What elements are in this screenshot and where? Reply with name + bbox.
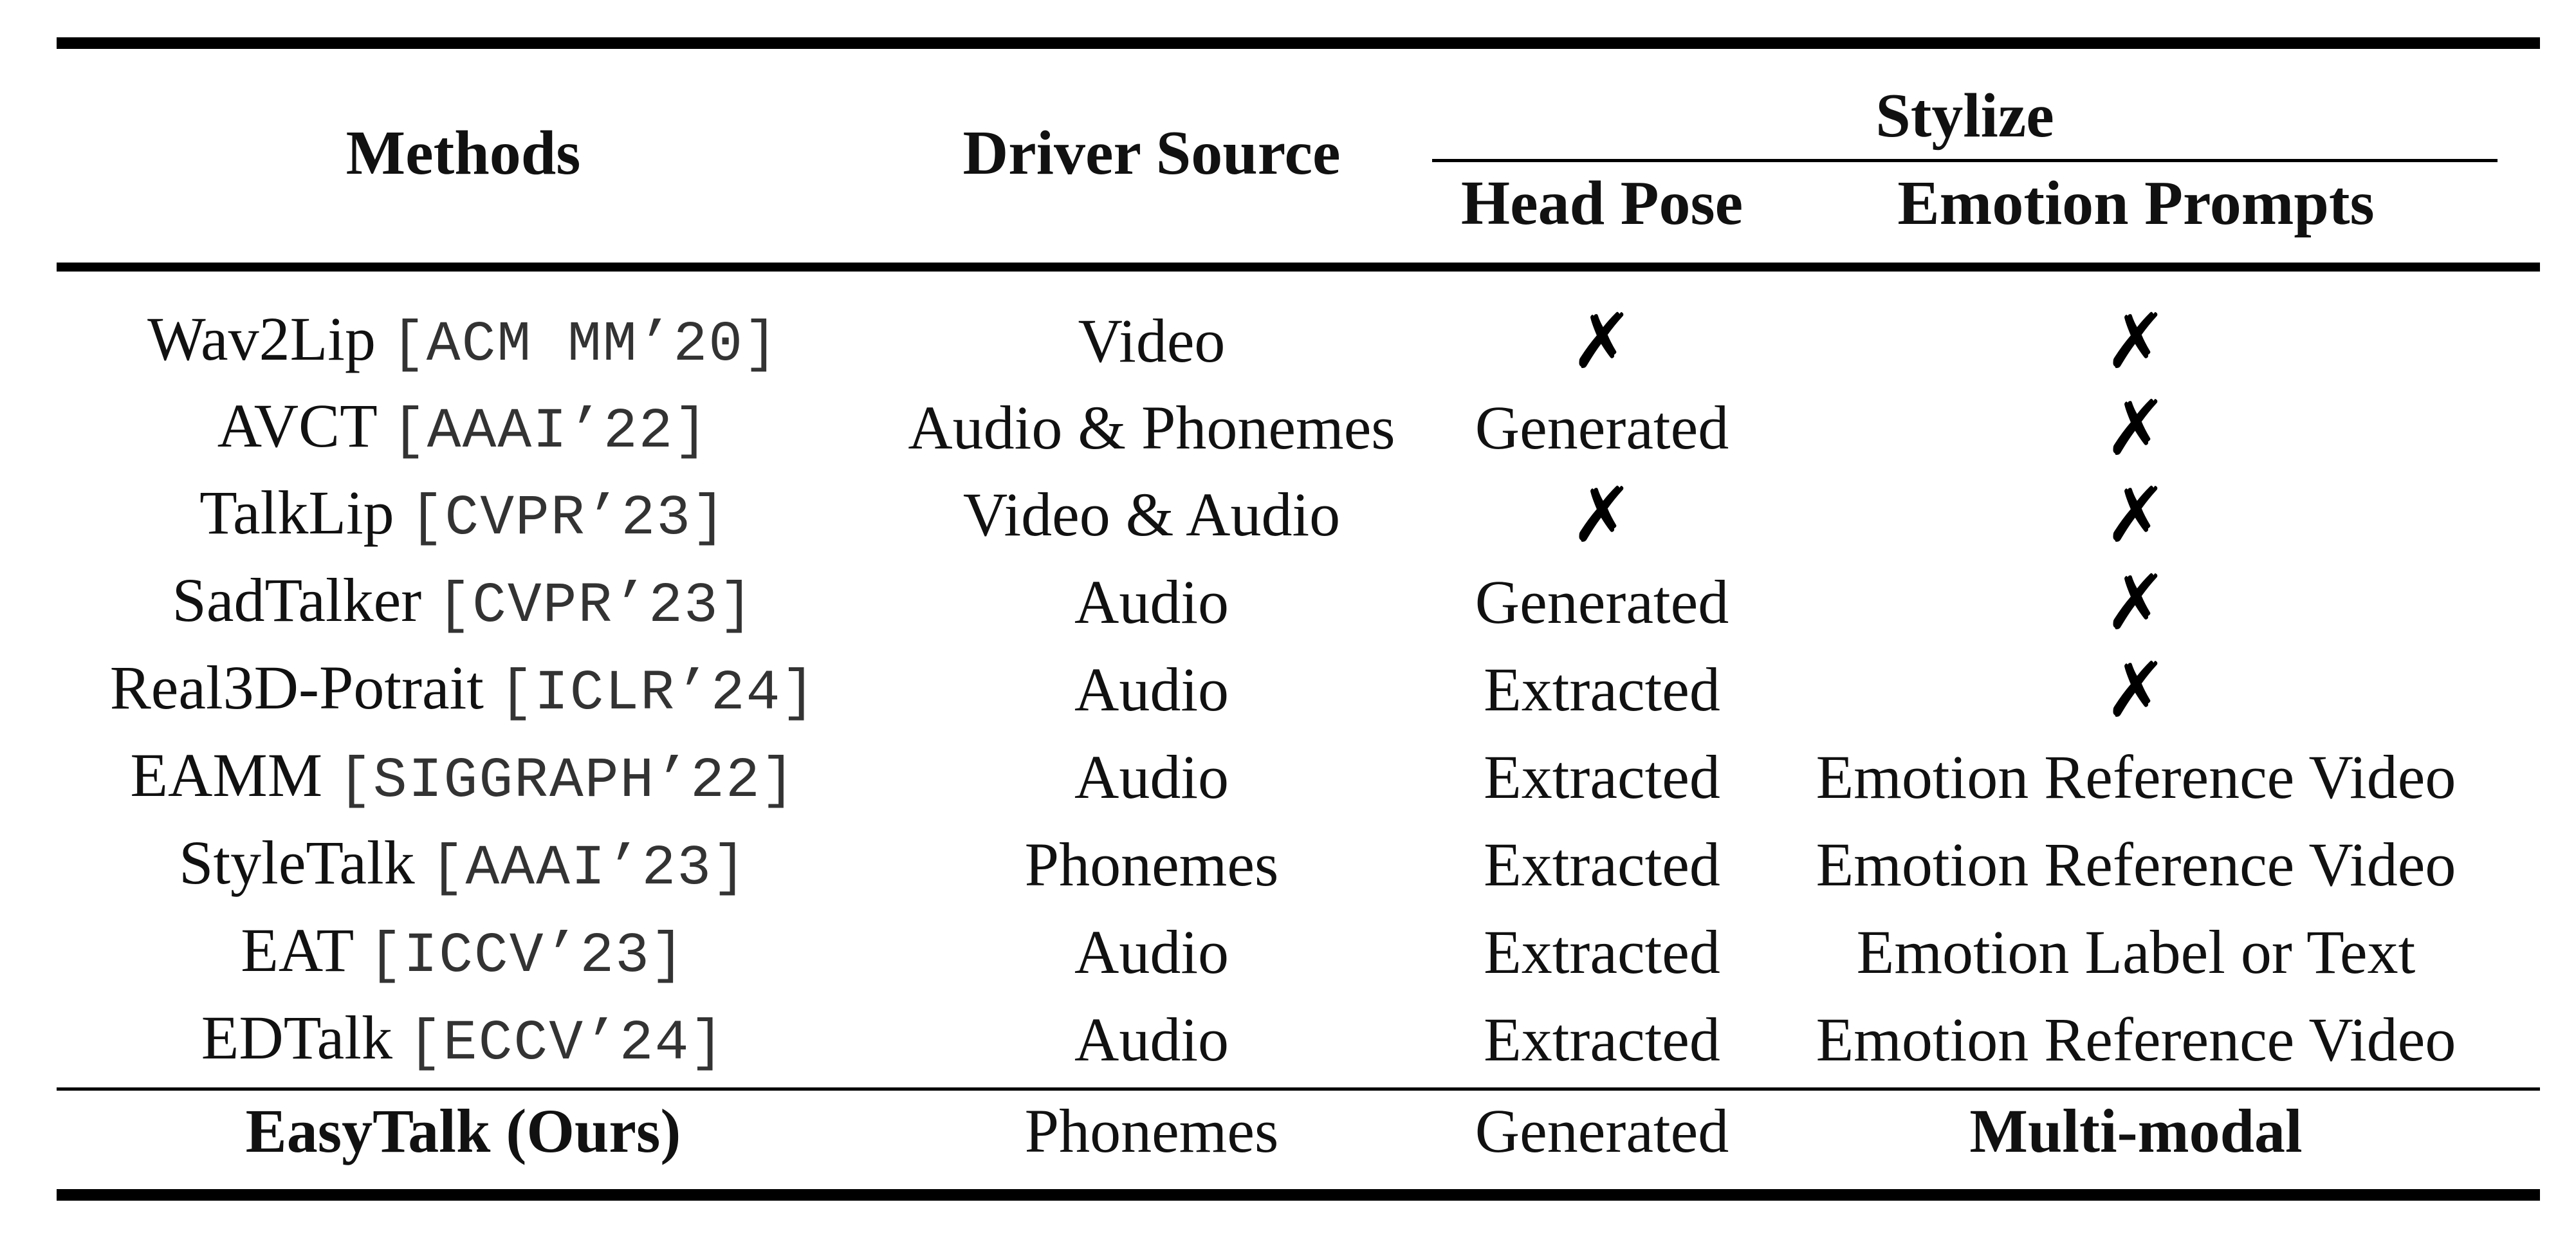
stylize-rule bbox=[1432, 159, 2498, 162]
driver-cell: Video & Audio bbox=[962, 480, 1341, 549]
top-rule bbox=[57, 37, 2540, 49]
driver-cell: Audio bbox=[1074, 918, 1229, 986]
head-pose-cell: Generated bbox=[1475, 1096, 1729, 1165]
venue-citation: [AAAI’22] bbox=[391, 400, 710, 464]
head-pose-cell: Extracted bbox=[1484, 1005, 1720, 1074]
driver-cell: Audio bbox=[1074, 743, 1229, 811]
driver-cell: Phonemes bbox=[1024, 1096, 1279, 1165]
method-name: TalkLip bbox=[199, 478, 394, 547]
emotion-cell: Emotion Label or Text bbox=[1856, 918, 2416, 986]
driver-cell: Audio bbox=[1074, 1005, 1229, 1074]
venue-citation: [ACM MM’20] bbox=[391, 313, 779, 377]
driver-cell: Audio bbox=[1074, 568, 1229, 636]
header-emotion-prompts: Emotion Prompts bbox=[1897, 169, 2375, 238]
method-cell: EasyTalk (Ours) bbox=[245, 1096, 681, 1165]
head-pose-cell: Extracted bbox=[1484, 830, 1720, 899]
method-cell: SadTalker [CVPR’23] bbox=[172, 569, 754, 635]
cross-icon: ✗ bbox=[2104, 297, 2168, 385]
header-stylize: Stylize bbox=[1875, 81, 2054, 151]
venue-citation: [SIGGRAPH’22] bbox=[338, 750, 796, 813]
cross-icon: ✗ bbox=[2104, 558, 2168, 647]
header-rule bbox=[57, 263, 2540, 272]
head-pose-cell: Extracted bbox=[1484, 655, 1720, 724]
cross-icon: ✗ bbox=[1570, 470, 1634, 559]
method-cell: StyleTalk [AAAI’23] bbox=[179, 832, 748, 898]
head-pose-cell: Extracted bbox=[1484, 743, 1720, 811]
emotion-cell: Emotion Reference Video bbox=[1816, 1005, 2456, 1074]
method-name: EAMM bbox=[130, 741, 323, 809]
cross-icon: ✗ bbox=[2104, 470, 2168, 559]
method-cell: EAMM [SIGGRAPH’22] bbox=[130, 744, 796, 810]
emotion-cell: Emotion Reference Video bbox=[1816, 830, 2456, 899]
head-pose-cell: Extracted bbox=[1484, 918, 1720, 986]
method-name: Wav2Lip bbox=[147, 304, 376, 373]
method-name: Real3D-Potrait bbox=[109, 653, 484, 722]
method-name: AVCT bbox=[217, 391, 376, 460]
method-cell: EAT [ICCV’23] bbox=[241, 919, 686, 985]
header-driver-source: Driver Source bbox=[962, 118, 1341, 188]
head-pose-cell: Generated bbox=[1475, 393, 1729, 462]
bottom-rule bbox=[57, 1189, 2540, 1201]
driver-cell: Video bbox=[1078, 306, 1226, 375]
method-name: StyleTalk bbox=[179, 828, 415, 897]
venue-citation: [CVPR’23] bbox=[409, 487, 727, 551]
ours-separator-rule bbox=[57, 1087, 2540, 1091]
venue-citation: [ICCV’23] bbox=[368, 925, 686, 988]
venue-citation: [ICLR’24] bbox=[499, 662, 817, 726]
venue-citation: [AAAI’23] bbox=[430, 837, 748, 901]
head-pose-cell: Generated bbox=[1475, 568, 1729, 636]
header-methods: Methods bbox=[345, 118, 581, 188]
method-cell: Real3D-Potrait [ICLR’24] bbox=[110, 657, 816, 723]
method-cell: EDTalk [ECCV’24] bbox=[201, 1007, 725, 1073]
method-cell: Wav2Lip [ACM MM’20] bbox=[147, 308, 779, 374]
driver-cell: Audio & Phonemes bbox=[908, 393, 1395, 462]
cross-icon: ✗ bbox=[2104, 383, 2168, 472]
method-name: SadTalker bbox=[172, 566, 422, 634]
driver-cell: Phonemes bbox=[1024, 830, 1279, 899]
emotion-cell: Emotion Reference Video bbox=[1816, 743, 2456, 811]
driver-cell: Audio bbox=[1074, 655, 1229, 724]
cross-icon: ✗ bbox=[2104, 645, 2168, 734]
venue-citation: [CVPR’23] bbox=[437, 575, 755, 638]
emotion-cell: Multi-modal bbox=[1969, 1096, 2303, 1165]
method-name: EDTalk bbox=[201, 1003, 392, 1072]
header-head-pose: Head Pose bbox=[1460, 169, 1743, 238]
method-cell: TalkLip [CVPR’23] bbox=[199, 482, 727, 548]
venue-citation: [ECCV’24] bbox=[407, 1012, 726, 1076]
method-cell: AVCT [AAAI’22] bbox=[217, 395, 710, 461]
cross-icon: ✗ bbox=[1570, 297, 1634, 385]
method-name: EAT bbox=[241, 916, 353, 984]
